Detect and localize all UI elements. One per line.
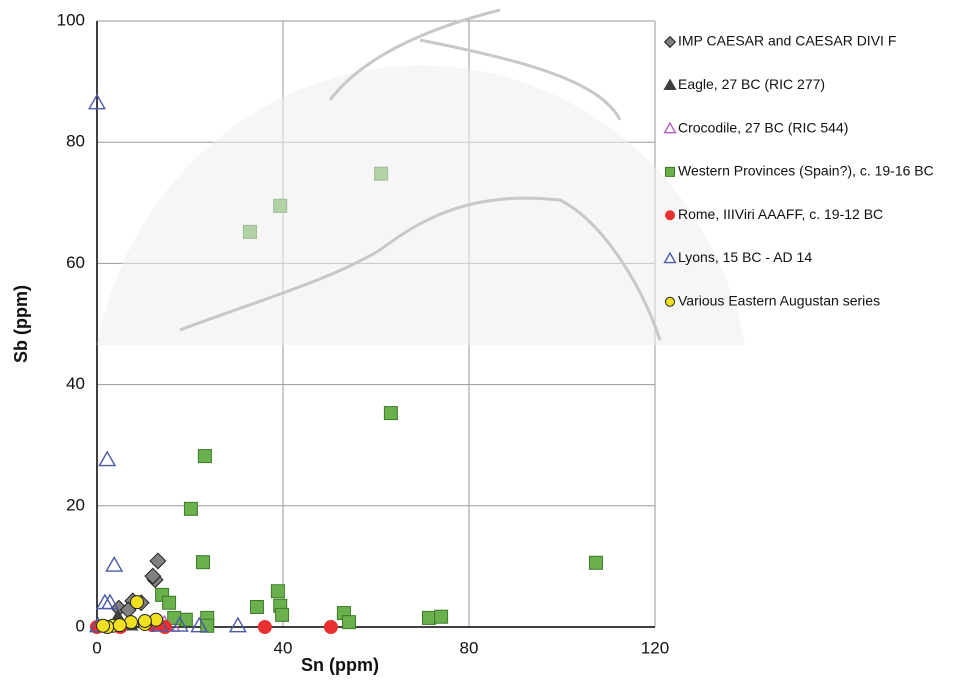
point (105, 555, 124, 572)
legend-marker (665, 166, 675, 177)
legend-marker (665, 296, 675, 307)
point (95, 593, 114, 610)
point (383, 406, 398, 421)
point (228, 616, 247, 633)
point (137, 613, 152, 628)
y-tick-label: 20 (66, 495, 85, 514)
point (149, 552, 167, 570)
legend-label: Eagle, 27 BC (RIC 277) (678, 76, 825, 92)
y-tick-label: 0 (76, 616, 85, 635)
x-axis-label: Sn (ppm) (301, 655, 379, 675)
point (87, 93, 107, 110)
point (190, 616, 209, 633)
legend-marker (665, 210, 675, 221)
legend-label: Rome, IIIViri AAAFF, c. 19-12 BC (678, 206, 883, 222)
watermark-logo (179, 8, 662, 341)
y-tick-label: 80 (66, 132, 85, 151)
point (162, 595, 177, 610)
x-tick-label: 0 (92, 638, 101, 657)
y-tick-label: 40 (66, 374, 85, 393)
point (96, 618, 111, 633)
point (422, 610, 437, 625)
point (183, 501, 198, 516)
point (112, 618, 127, 633)
point (197, 449, 212, 464)
point (129, 595, 144, 610)
point (275, 607, 290, 622)
x-tick-label: 40 (274, 638, 293, 657)
legend-label: Various Eastern Augustan series (678, 293, 880, 309)
legend-label: Crocodile, 27 BC (RIC 544) (678, 119, 848, 135)
point (196, 555, 211, 570)
y-tick-label: 60 (66, 253, 85, 272)
legend-label: Western Provinces (Spain?), c. 19-16 BC (678, 163, 934, 179)
legend-marker (663, 251, 677, 264)
point (98, 450, 117, 467)
legend-marker (663, 78, 677, 91)
point (323, 620, 338, 634)
x-tick-label: 120 (641, 638, 669, 657)
point (270, 584, 285, 599)
point (434, 609, 449, 624)
point (170, 615, 189, 632)
point (249, 600, 264, 615)
point (200, 618, 215, 633)
point (144, 567, 162, 585)
watermark (97, 65, 745, 345)
y-axis-label: Sb (ppm) (11, 285, 31, 363)
point (257, 620, 272, 634)
point (342, 615, 357, 630)
point (588, 555, 603, 570)
y-tick-label: 100 (57, 10, 85, 29)
legend-label: IMP CAESAR and CAESAR DIVI F (678, 33, 896, 49)
legend-marker (663, 35, 677, 49)
point (101, 593, 120, 610)
x-tick-label: 80 (460, 638, 479, 657)
legend-marker (663, 121, 677, 134)
legend-label: Lyons, 15 BC - AD 14 (678, 249, 812, 265)
